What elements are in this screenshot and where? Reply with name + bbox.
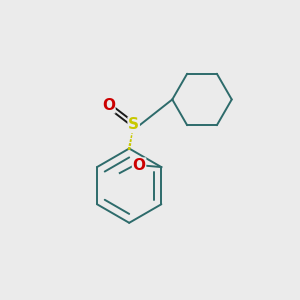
Text: O: O bbox=[133, 158, 146, 173]
Text: S: S bbox=[128, 117, 139, 132]
Text: O: O bbox=[102, 98, 115, 113]
